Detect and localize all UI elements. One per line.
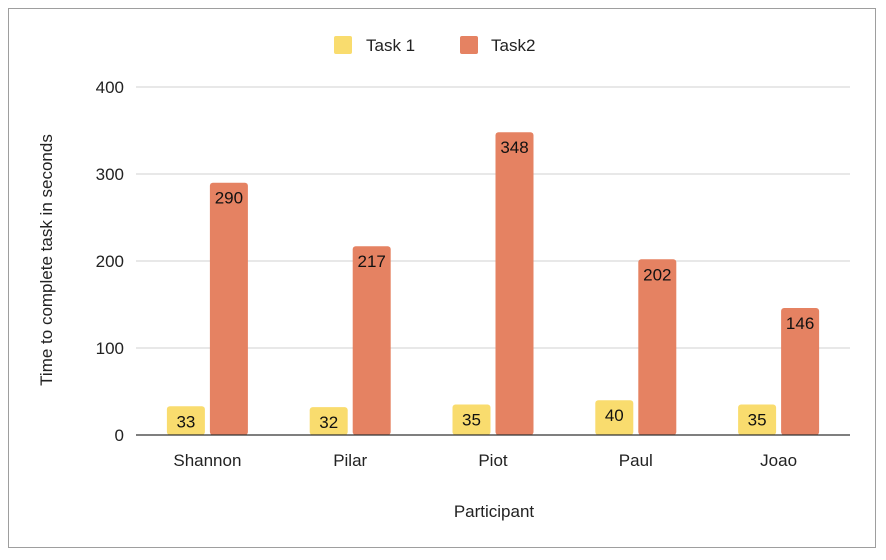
bar-task2-piot [495, 132, 534, 436]
legend-swatch-task-1 [334, 36, 352, 54]
bar-task-1-shannon [166, 406, 205, 435]
y-tick-label: 100 [96, 339, 124, 358]
x-tick-label: Paul [619, 451, 653, 470]
y-axis-title: Time to complete task in seconds [37, 134, 56, 386]
bar-task2-paul [638, 259, 677, 435]
bar-task2-shannon [209, 182, 248, 435]
legend-swatch-task2 [460, 36, 478, 54]
bar-task-1-piot [452, 404, 491, 435]
bar-task-1-paul [595, 400, 634, 435]
x-axis-title: Participant [454, 502, 535, 521]
data-label: 202 [643, 265, 671, 284]
data-label: 35 [748, 411, 767, 430]
bar-task-1-joao [738, 404, 777, 435]
data-label: 146 [786, 314, 814, 333]
x-tick-label: Pilar [333, 451, 367, 470]
y-tick-label: 0 [115, 426, 124, 445]
bar-task2-pilar [352, 246, 391, 435]
grid-lines [136, 86, 850, 349]
y-tick-label: 200 [96, 252, 124, 271]
legend-label-task2: Task2 [491, 36, 535, 55]
data-label: 32 [319, 413, 338, 432]
bar-task2-joao [781, 307, 820, 435]
bar-task-1-pilar [309, 407, 348, 435]
x-tick-label: Shannon [173, 451, 241, 470]
axes: 0 100 200 300 400 Shannon Pilar Piot Paul Joao [96, 78, 850, 470]
chart-frame [8, 8, 876, 548]
legend-label-task-1: Task 1 [366, 36, 415, 55]
data-label: 217 [358, 252, 386, 271]
data-label: 35 [462, 411, 481, 430]
data-label: 348 [500, 138, 528, 157]
x-tick-label: Joao [760, 451, 797, 470]
data-label: 290 [215, 189, 243, 208]
x-tick-label: Piot [478, 451, 508, 470]
legend: Task 1 Task2 [334, 36, 535, 55]
y-tick-label: 400 [96, 78, 124, 97]
y-tick-label: 300 [96, 165, 124, 184]
bars: 33 290 32 217 35 348 40 202 35 146 [166, 132, 820, 436]
data-label: 40 [605, 406, 624, 425]
data-label: 33 [176, 412, 195, 431]
